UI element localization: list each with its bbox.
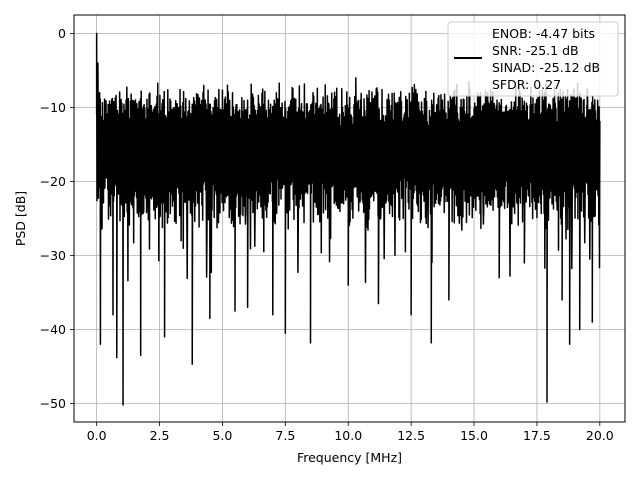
legend: ENOB: -4.47 bits SNR: -25.1 dB SINAD: -2… [447,21,619,97]
legend-entry-sfdr: SFDR: 0.27 [492,77,561,92]
y-tick-label: −40 [40,322,66,337]
x-tick-label: 0.0 [87,428,107,443]
x-tick-label: 17.5 [523,428,551,443]
x-ticks: 0.0 2.5 5.0 7.5 10.0 12.5 15.0 17.5 20.0 [87,422,614,443]
x-tick-label: 5.0 [212,428,232,443]
y-axis-label: PSD [dB] [13,191,28,246]
y-tick-label: −20 [40,174,66,189]
y-ticks: 0 −10 −20 −30 −40 −50 [40,26,74,411]
x-tick-label: 15.0 [460,428,488,443]
x-tick-label: 2.5 [150,428,170,443]
y-tick-label: 0 [58,26,66,41]
x-tick-label: 7.5 [275,428,295,443]
plot-frame [73,14,626,423]
y-tick-label: −50 [40,396,66,411]
y-tick-label: −10 [40,100,66,115]
x-tick-label: 12.5 [397,428,425,443]
legend-entry-enob: ENOB: -4.47 bits [492,26,595,41]
legend-box [447,21,619,97]
y-tick-label: −30 [40,248,66,263]
legend-entry-sinad: SINAD: -25.12 dB [492,60,600,75]
legend-entry-snr: SNR: -25.1 dB [492,43,579,58]
x-tick-label: 10.0 [334,428,362,443]
x-axis-label: Frequency [MHz] [297,450,402,465]
series-group [95,32,601,406]
x-tick-label: 20.0 [586,428,614,443]
psd-series-line [95,32,601,406]
